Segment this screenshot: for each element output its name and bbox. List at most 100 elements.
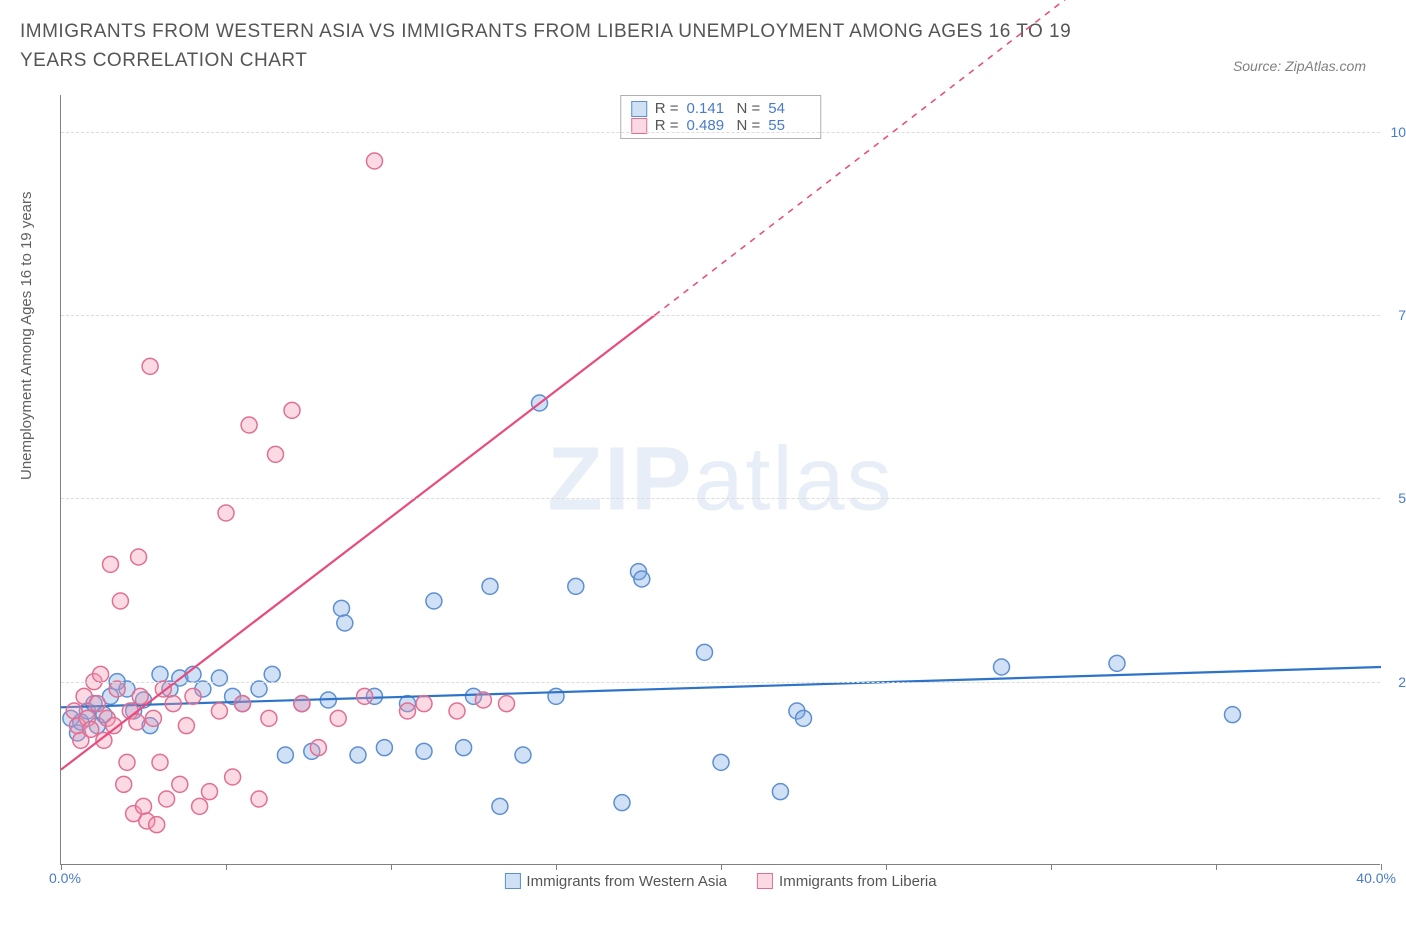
bottom-legend-item-western-asia: Immigrants from Western Asia — [504, 873, 727, 890]
scatter-point — [119, 754, 135, 770]
scatter-point — [772, 784, 788, 800]
x-tick-mark — [1216, 864, 1217, 870]
scatter-point — [548, 688, 564, 704]
legend-swatch-western-asia — [631, 101, 647, 117]
scatter-point — [136, 798, 152, 814]
scatter-point — [152, 754, 168, 770]
scatter-point — [145, 710, 161, 726]
chart-title: IMMIGRANTS FROM WESTERN ASIA VS IMMIGRAN… — [20, 18, 1120, 75]
gridline-h — [61, 315, 1380, 316]
x-tick-mark — [1051, 864, 1052, 870]
scatter-point — [350, 747, 366, 763]
x-tick-mark — [61, 864, 62, 870]
scatter-point — [172, 776, 188, 792]
gridline-h — [61, 682, 1380, 683]
scatter-point — [499, 696, 515, 712]
x-tick-label-min: 0.0% — [49, 870, 81, 886]
scatter-point — [149, 817, 165, 833]
scatter-point — [994, 659, 1010, 675]
scatter-svg — [61, 95, 1380, 864]
scatter-point — [159, 791, 175, 807]
scatter-point — [83, 721, 99, 737]
bottom-swatch-liberia — [757, 873, 773, 889]
scatter-point — [93, 666, 109, 682]
scatter-point — [225, 769, 241, 785]
scatter-point — [264, 666, 280, 682]
scatter-point — [112, 593, 128, 609]
n-label: N = — [737, 100, 761, 117]
scatter-point — [1109, 655, 1125, 671]
x-tick-mark — [391, 864, 392, 870]
x-tick-mark — [721, 864, 722, 870]
scatter-point — [202, 784, 218, 800]
scatter-point — [475, 692, 491, 708]
y-tick-label: 25.0% — [1384, 674, 1406, 690]
scatter-point — [337, 615, 353, 631]
scatter-point — [367, 153, 383, 169]
scatter-point — [251, 681, 267, 697]
scatter-point — [103, 556, 119, 572]
scatter-point — [376, 740, 392, 756]
scatter-point — [796, 710, 812, 726]
scatter-point — [515, 747, 531, 763]
scatter-point — [310, 740, 326, 756]
n-value: 54 — [768, 100, 810, 117]
scatter-point — [116, 776, 132, 792]
r-label: R = — [655, 100, 679, 117]
scatter-point — [185, 688, 201, 704]
y-tick-label: 100.0% — [1384, 124, 1406, 140]
gridline-h — [61, 498, 1380, 499]
scatter-point — [211, 703, 227, 719]
scatter-point — [152, 666, 168, 682]
scatter-point — [294, 696, 310, 712]
scatter-point — [449, 703, 465, 719]
scatter-point — [142, 358, 158, 374]
x-tick-label-max: 40.0% — [1356, 870, 1396, 886]
scatter-point — [416, 696, 432, 712]
scatter-point — [334, 600, 350, 616]
x-tick-mark — [886, 864, 887, 870]
scatter-point — [211, 670, 227, 686]
scatter-point — [178, 718, 194, 734]
scatter-point — [568, 578, 584, 594]
r-value: 0.141 — [687, 100, 729, 117]
scatter-point — [357, 688, 373, 704]
scatter-point — [634, 571, 650, 587]
scatter-point — [614, 795, 630, 811]
scatter-point — [192, 798, 208, 814]
gridline-h — [61, 132, 1380, 133]
x-tick-mark — [556, 864, 557, 870]
scatter-point — [697, 644, 713, 660]
scatter-point — [89, 696, 105, 712]
scatter-point — [456, 740, 472, 756]
x-tick-mark — [1381, 864, 1382, 870]
y-tick-label: 50.0% — [1384, 490, 1406, 506]
x-tick-mark — [226, 864, 227, 870]
bottom-legend-item-liberia: Immigrants from Liberia — [757, 873, 937, 890]
scatter-point — [218, 505, 234, 521]
scatter-point — [235, 696, 251, 712]
scatter-point — [251, 791, 267, 807]
bottom-legend-label: Immigrants from Liberia — [779, 873, 937, 890]
scatter-point — [241, 417, 257, 433]
scatter-point — [482, 578, 498, 594]
y-tick-label: 75.0% — [1384, 307, 1406, 323]
scatter-point — [416, 743, 432, 759]
source-label: Source: ZipAtlas.com — [1233, 58, 1366, 74]
scatter-point — [400, 703, 416, 719]
scatter-point — [165, 696, 181, 712]
scatter-point — [131, 549, 147, 565]
scatter-point — [330, 710, 346, 726]
scatter-point — [109, 681, 125, 697]
scatter-point — [132, 688, 148, 704]
scatter-point — [492, 798, 508, 814]
chart-plot-area: ZIPatlas R = 0.141 N = 54 R = 0.489 N = … — [60, 95, 1380, 865]
scatter-point — [268, 446, 284, 462]
scatter-point — [277, 747, 293, 763]
y-axis-label: Unemployment Among Ages 16 to 19 years — [18, 191, 35, 480]
bottom-legend: Immigrants from Western Asia Immigrants … — [504, 873, 936, 890]
scatter-point — [713, 754, 729, 770]
scatter-point — [284, 402, 300, 418]
scatter-point — [261, 710, 277, 726]
scatter-point — [1225, 707, 1241, 723]
